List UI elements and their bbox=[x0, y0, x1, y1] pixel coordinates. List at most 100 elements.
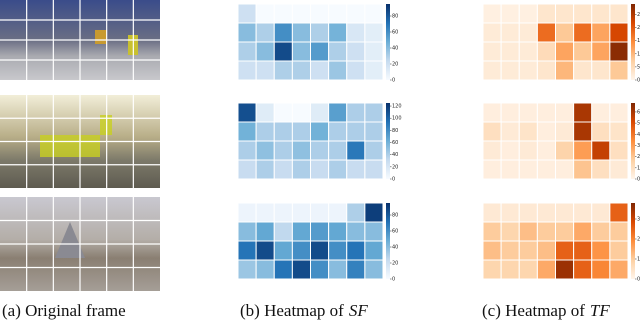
heatmap-cell bbox=[609, 202, 629, 223]
heatmap-cell bbox=[346, 202, 366, 223]
heatmap-cell bbox=[609, 140, 629, 161]
heatmap-cell bbox=[291, 140, 311, 161]
heatmap-cell bbox=[573, 60, 593, 81]
heatmap-cell bbox=[237, 221, 257, 242]
heatmap-cell bbox=[591, 3, 611, 24]
caption: (b) Heatmap of SF bbox=[240, 301, 368, 320]
heatmap-cell bbox=[536, 221, 556, 242]
colorbar-tick-label: 80 bbox=[392, 128, 398, 134]
colorbar bbox=[386, 203, 390, 279]
heatmap-cell bbox=[536, 41, 556, 62]
heatmap-cell bbox=[273, 240, 293, 261]
colorbar-tick-label: 15 bbox=[637, 38, 640, 44]
colorbar-tick-label: 10 bbox=[637, 165, 640, 171]
heatmap-cell bbox=[237, 140, 257, 161]
heatmap-cell bbox=[500, 60, 520, 81]
heatmap-cell bbox=[328, 259, 348, 280]
heatmap-cell bbox=[591, 102, 611, 123]
heatmap-cell bbox=[482, 259, 502, 280]
heatmap-cell bbox=[591, 221, 611, 242]
heatmap-cell bbox=[346, 159, 366, 180]
colorbar-tick-label: 40 bbox=[637, 132, 640, 138]
heatmap-cell bbox=[255, 202, 275, 223]
colorbar-tick-label: 40 bbox=[392, 152, 398, 158]
heatmap-cell bbox=[310, 3, 330, 24]
heatmap-cell bbox=[500, 121, 520, 142]
heatmap-cell bbox=[500, 159, 520, 180]
heatmap-cell bbox=[291, 159, 311, 180]
colorbar-tick-label: 60 bbox=[637, 109, 640, 115]
colorbar-tick-label: 0 bbox=[392, 78, 395, 84]
caption-emphasis: TF bbox=[590, 301, 610, 320]
heatmap-cell bbox=[328, 60, 348, 81]
heatmap-cell bbox=[555, 159, 575, 180]
heatmap-cell bbox=[536, 121, 556, 142]
heatmap-cell bbox=[237, 159, 257, 180]
heatmap-cell bbox=[518, 221, 538, 242]
heatmap-cell bbox=[364, 159, 384, 180]
heatmap-cell bbox=[328, 159, 348, 180]
colorbar-tick-label: 60 bbox=[392, 30, 398, 36]
heatmap-cell bbox=[536, 22, 556, 43]
heatmap-cell bbox=[482, 41, 502, 62]
heatmap-cell bbox=[591, 240, 611, 261]
heatmap-cell bbox=[555, 202, 575, 223]
heatmap-cell bbox=[273, 202, 293, 223]
heatmap-cell bbox=[609, 240, 629, 261]
heatmap-cell bbox=[500, 22, 520, 43]
heatmap-cell bbox=[273, 140, 293, 161]
heatmap-cell bbox=[609, 3, 629, 24]
heatmap-cell bbox=[518, 240, 538, 261]
caption: (c) Heatmap of TF bbox=[482, 301, 610, 320]
heatmap-cell bbox=[237, 240, 257, 261]
heatmap-cell bbox=[346, 259, 366, 280]
heatmap-cell bbox=[328, 3, 348, 24]
colorbar bbox=[631, 103, 635, 179]
heatmap-cell bbox=[328, 22, 348, 43]
heatmap-cell bbox=[346, 41, 366, 62]
heatmap-cell bbox=[555, 240, 575, 261]
colorbar-tick-label: 20 bbox=[392, 164, 398, 170]
heatmap-cell bbox=[555, 221, 575, 242]
heatmap-cell bbox=[346, 22, 366, 43]
heatmap-cell bbox=[273, 60, 293, 81]
heatmap-cell bbox=[364, 121, 384, 142]
heatmap-cell bbox=[328, 41, 348, 62]
heatmap-cell bbox=[482, 3, 502, 24]
heatmap-cell bbox=[500, 221, 520, 242]
photo-detail bbox=[40, 135, 100, 157]
colorbar-tick-label: 60 bbox=[392, 140, 398, 146]
heatmap-cell bbox=[346, 140, 366, 161]
heatmap-cell bbox=[310, 60, 330, 81]
colorbar-tick-label: 20 bbox=[392, 62, 398, 68]
heatmap-cell bbox=[591, 259, 611, 280]
colorbar bbox=[386, 103, 390, 179]
heatmap-cell bbox=[591, 41, 611, 62]
heatmap-cell bbox=[255, 121, 275, 142]
heatmap-cell bbox=[555, 3, 575, 24]
heatmap-cell bbox=[273, 221, 293, 242]
colorbar-tick-label: 0 bbox=[637, 78, 640, 84]
photo-detail bbox=[55, 222, 85, 258]
heatmap-cell bbox=[573, 140, 593, 161]
heatmap-cell bbox=[500, 3, 520, 24]
colorbar-tick-label: 100 bbox=[392, 116, 402, 122]
heatmap-cell bbox=[536, 3, 556, 24]
heatmap-cell bbox=[518, 60, 538, 81]
heatmap-cell bbox=[500, 202, 520, 223]
heatmap-cell bbox=[255, 221, 275, 242]
heatmap-cell bbox=[291, 41, 311, 62]
heatmap-cell bbox=[555, 121, 575, 142]
heatmap-cell bbox=[609, 221, 629, 242]
heatmap-cell bbox=[591, 159, 611, 180]
colorbar-tick-label: 60 bbox=[392, 229, 398, 235]
heatmap-cell bbox=[518, 41, 538, 62]
heatmap-cell bbox=[291, 121, 311, 142]
heatmap-cell bbox=[482, 102, 502, 123]
heatmap-cell bbox=[291, 3, 311, 24]
heatmap-cell bbox=[500, 102, 520, 123]
heatmap-cell bbox=[364, 22, 384, 43]
heatmap-cell bbox=[518, 140, 538, 161]
colorbar bbox=[386, 4, 390, 80]
